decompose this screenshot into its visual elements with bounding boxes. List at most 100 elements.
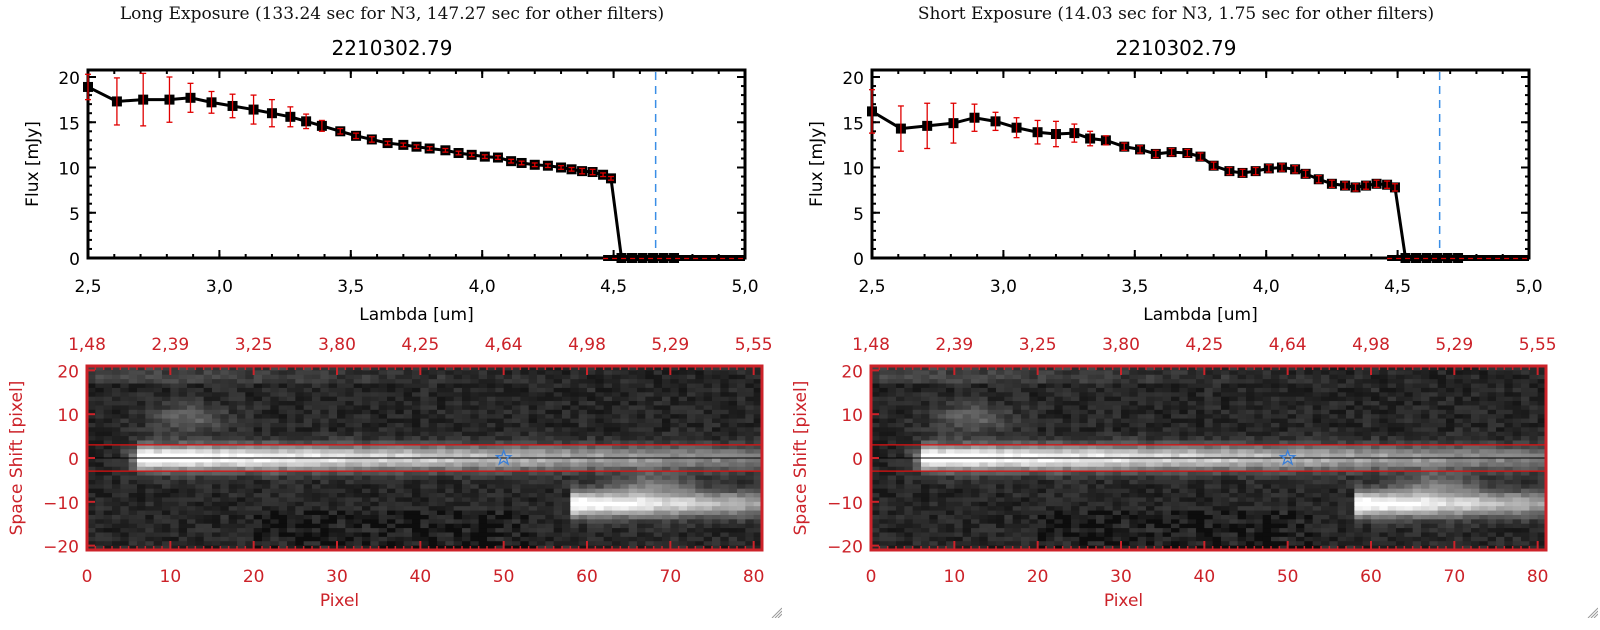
- image-pixel: [420, 440, 430, 446]
- image-pixel: [578, 475, 588, 481]
- image-pixel: [570, 444, 580, 450]
- image-pixel: [337, 488, 346, 494]
- top-tick-label: 3,80: [318, 335, 356, 355]
- image-pixel: [1129, 370, 1139, 376]
- image-pixel: [628, 484, 638, 490]
- image-pixel: [662, 510, 671, 516]
- panel-title: Short Exposure (14.03 sec for N3, 1.75 s…: [917, 4, 1435, 24]
- image-pixel: [403, 471, 413, 477]
- image-pixel: [653, 479, 663, 485]
- image-pixel: [120, 536, 130, 542]
- image-pixel: [95, 497, 105, 503]
- image-pixel: [228, 523, 238, 529]
- image-pixel: [1487, 370, 1497, 376]
- image-pixel: [620, 422, 630, 428]
- image-pixel: [387, 387, 396, 393]
- image-pixel: [637, 466, 646, 472]
- image-pixel: [328, 501, 338, 507]
- image-pixel: [245, 444, 255, 450]
- data-point: [658, 253, 669, 263]
- image-pixel: [87, 458, 96, 463]
- image-pixel: [495, 462, 505, 468]
- image-pixel: [228, 409, 238, 415]
- image-pixel: [1521, 396, 1530, 402]
- image-pixel: [628, 366, 638, 371]
- image-pixel: [162, 514, 171, 520]
- image-pixel: [570, 370, 580, 376]
- image-pixel: [345, 528, 355, 533]
- image-pixel: [153, 383, 163, 389]
- image-pixel: [712, 528, 721, 533]
- image-pixel: [487, 528, 496, 533]
- image-pixel: [212, 466, 221, 472]
- image-pixel: [1129, 374, 1139, 380]
- image-pixel: [637, 383, 646, 389]
- image-pixel: [162, 418, 171, 424]
- image-pixel: [695, 453, 705, 459]
- image-pixel: [420, 401, 430, 406]
- image-pixel: [628, 506, 638, 512]
- image-pixel: [162, 519, 171, 525]
- image-pixel: [262, 422, 271, 428]
- image-pixel: [445, 523, 455, 529]
- image-pixel: [1187, 401, 1197, 406]
- image-pixel: [1029, 401, 1039, 406]
- image-pixel: [445, 514, 455, 520]
- image-pixel: [403, 519, 413, 525]
- image-pixel: [612, 506, 621, 512]
- image-pixel: [1462, 405, 1472, 411]
- image-pixel: [187, 506, 196, 512]
- image-pixel: [1079, 370, 1089, 376]
- image-pixel: [553, 501, 563, 507]
- image-pixel: [1262, 396, 1272, 402]
- image-pixel: [996, 366, 1005, 371]
- image-pixel: [237, 449, 246, 455]
- image-pixel: [1371, 401, 1380, 406]
- image-pixel: [1537, 396, 1547, 402]
- image-pixel: [687, 532, 696, 538]
- image-pixel: [620, 479, 630, 485]
- image-pixel: [295, 379, 305, 385]
- image-pixel: [203, 414, 213, 420]
- image-pixel: [453, 532, 463, 538]
- image-pixel: [637, 427, 646, 433]
- image-pixel: [1404, 383, 1414, 389]
- image-pixel: [503, 414, 513, 420]
- image-pixel: [170, 484, 180, 490]
- image-pixel: [237, 414, 246, 420]
- image-pixel: [378, 488, 388, 494]
- image-pixel: [678, 422, 688, 428]
- image-pixel: [87, 431, 96, 437]
- image-pixel: [278, 510, 288, 516]
- image-pixel: [120, 401, 130, 406]
- image-pixel: [128, 484, 138, 490]
- image-pixel: [262, 370, 271, 376]
- image-pixel: [428, 532, 438, 538]
- image-pixel: [345, 497, 355, 503]
- image-pixel: [745, 379, 755, 385]
- image-pixel: [420, 449, 430, 455]
- image-pixel: [946, 405, 955, 411]
- image-pixel: [1346, 401, 1355, 406]
- image-pixel: [287, 462, 296, 468]
- image-pixel: [720, 545, 730, 551]
- top-tick-label: 2,39: [151, 335, 189, 355]
- image-pixel: [737, 479, 746, 485]
- image-pixel: [954, 366, 964, 371]
- image-pixel: [1129, 366, 1139, 371]
- image-pixel: [703, 387, 713, 393]
- image-pixel: [153, 475, 163, 481]
- image-pixel: [612, 374, 621, 380]
- image-pixel: [145, 479, 155, 485]
- image-pixel: [445, 370, 455, 376]
- image-pixel: [437, 418, 446, 424]
- image-pixel: [587, 523, 596, 529]
- image-pixel: [403, 374, 413, 380]
- image-pixel: [1121, 366, 1130, 371]
- image-pixel: [370, 379, 380, 385]
- image-pixel: [1479, 383, 1489, 389]
- image-pixel: [112, 510, 121, 516]
- image-pixel: [553, 471, 563, 477]
- image-pixel: [95, 370, 105, 376]
- image-pixel: [720, 506, 730, 512]
